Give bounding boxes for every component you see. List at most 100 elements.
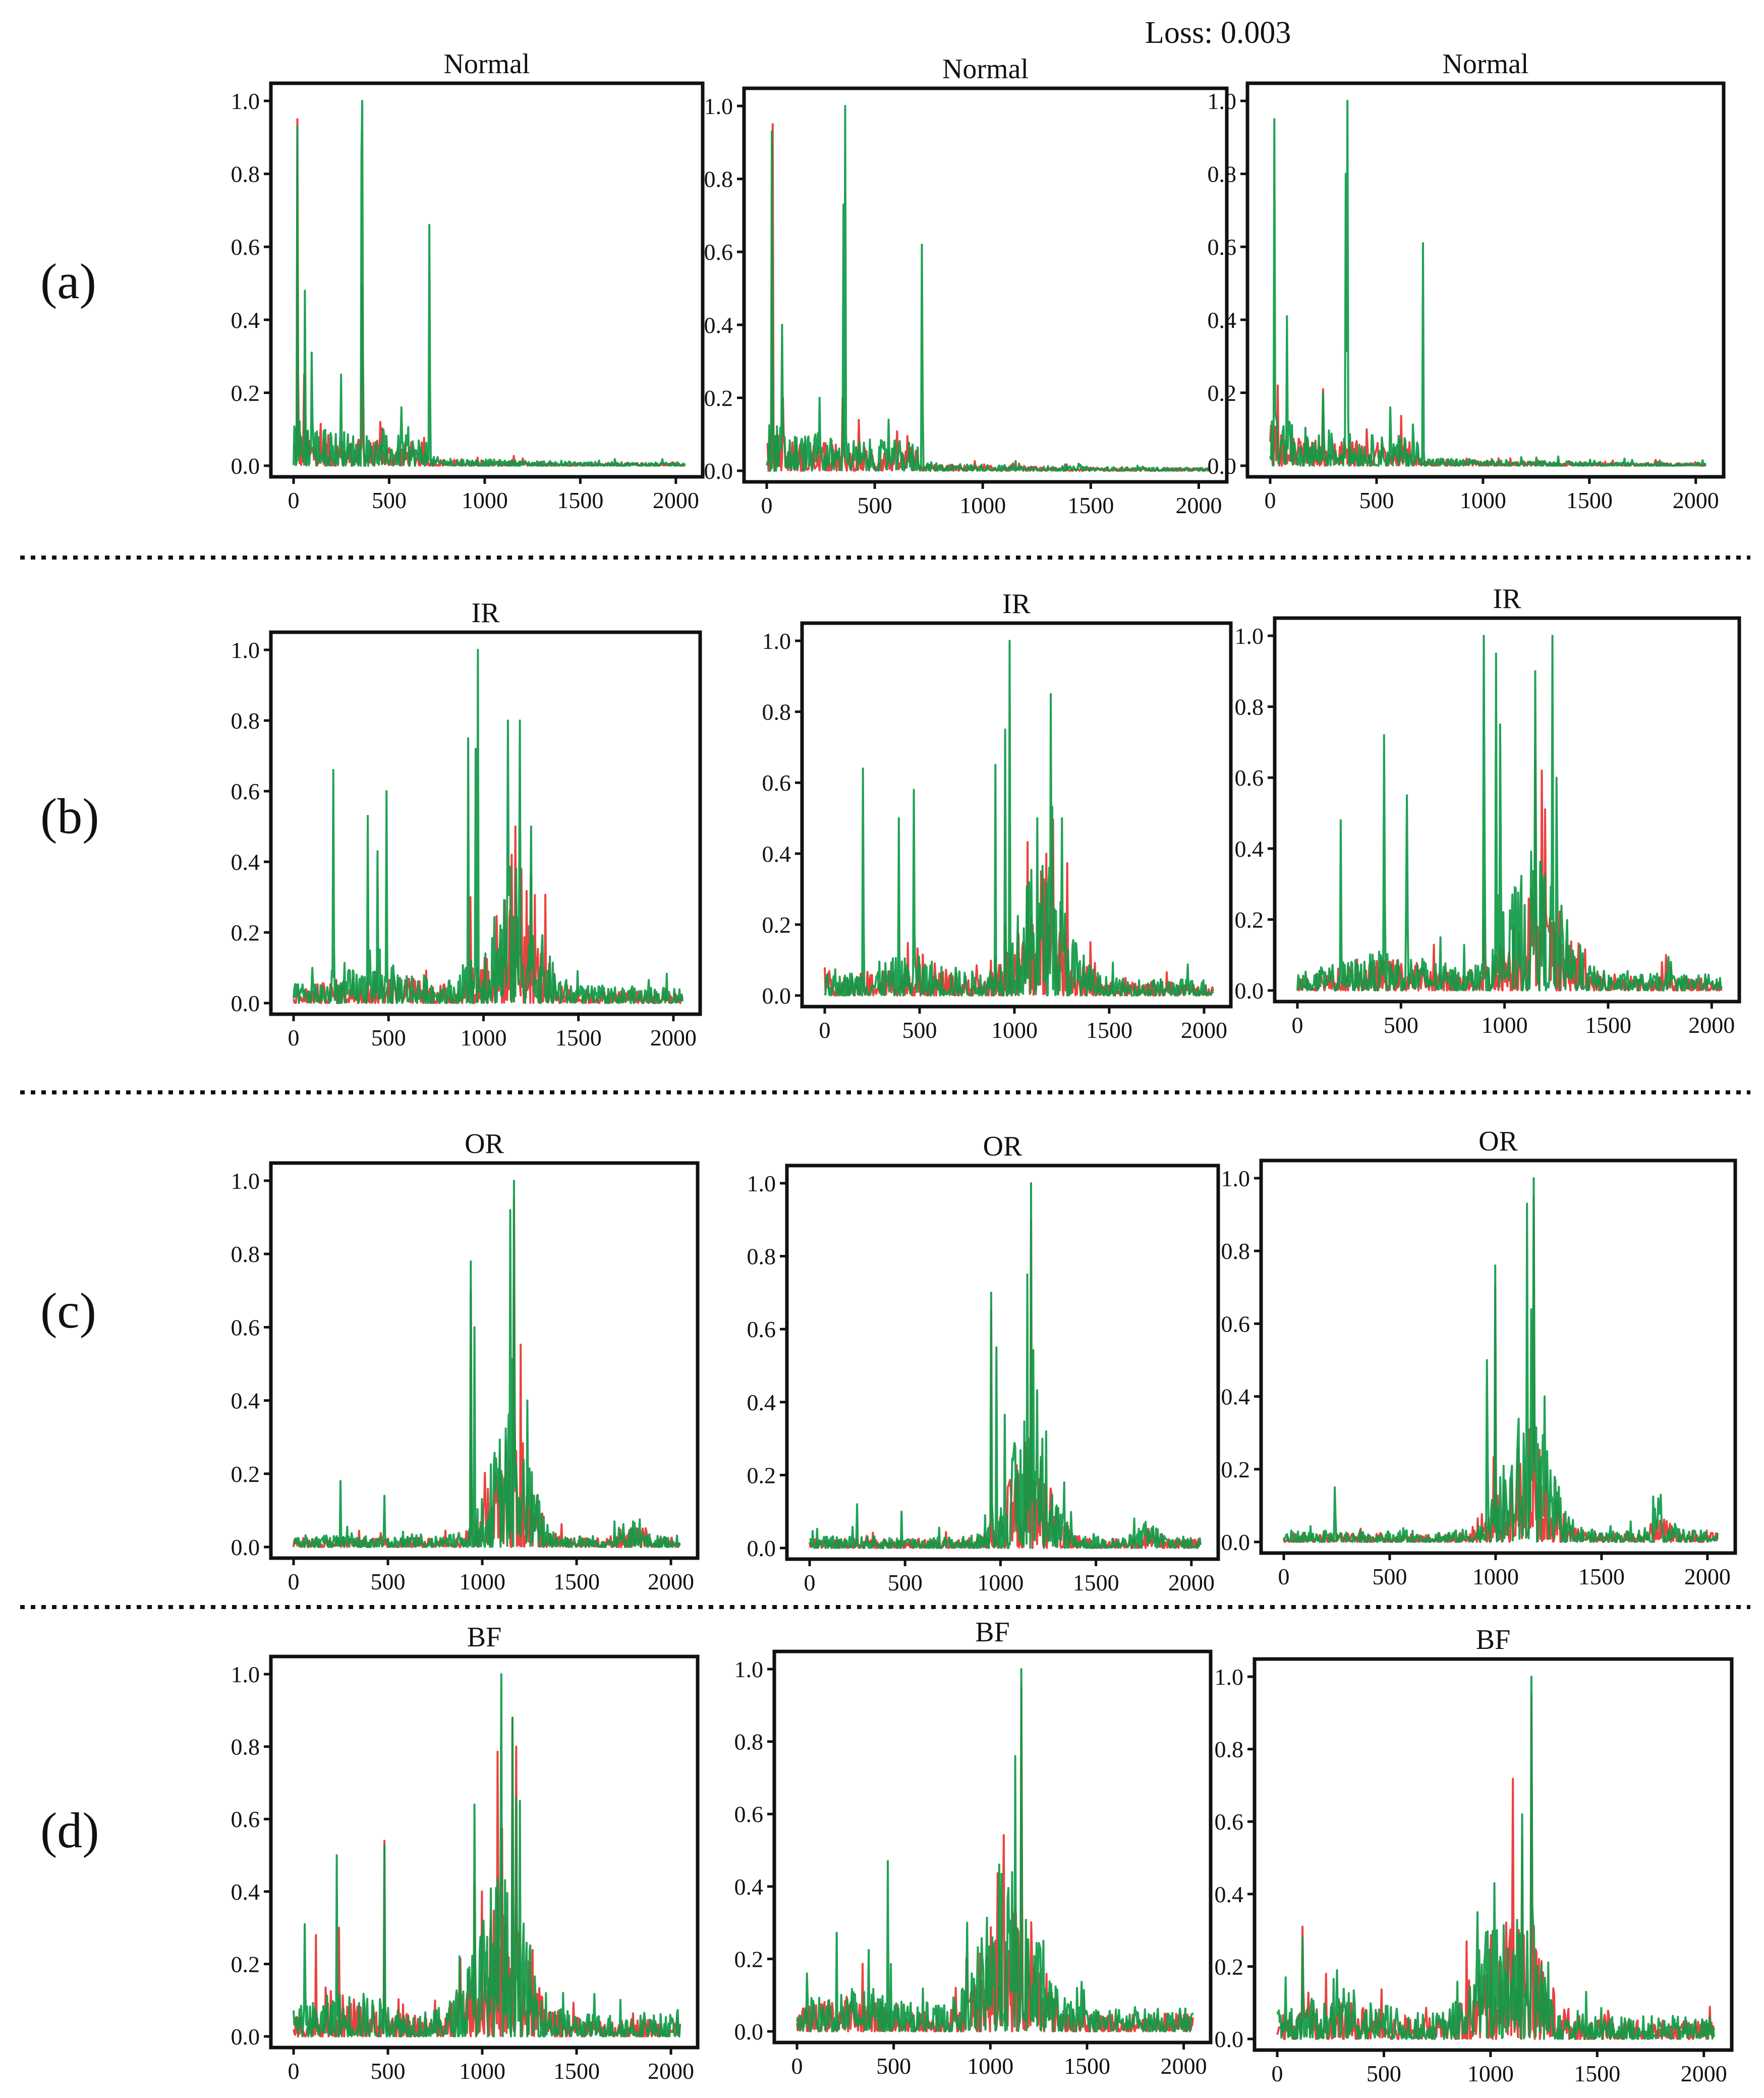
x-tick-label: 0: [1272, 2061, 1283, 2086]
chart-panel-7: OR 0.0 0.2 0.4 0.6 0.8 1.0 0 500 1000 1500 2000: [231, 1128, 700, 1594]
y-tick-label: 0.6: [231, 779, 260, 804]
x-tick-label: 1500: [553, 2058, 600, 2084]
x-tick-label: 500: [1367, 2061, 1401, 2086]
axes-frame: [1273, 616, 1741, 1004]
chart-title: IR: [1002, 588, 1031, 620]
y-tick-label: 0.0: [1208, 453, 1237, 479]
x-tick-label: 500: [1384, 1012, 1418, 1038]
y-tick-label: 0.8: [1215, 1737, 1244, 1762]
series-original: [1276, 1676, 1715, 2040]
y-tick-label: 0.8: [704, 167, 733, 192]
y-tick-label: 0.2: [734, 1946, 764, 1972]
x-tick-label: 0: [1292, 1012, 1303, 1038]
x-tick-label: 1000: [959, 492, 1006, 518]
y-tick-label: 0.6: [734, 1801, 764, 1827]
x-tick-label: 2000: [1681, 2061, 1727, 2086]
chart-panel-9: OR 0.0 0.2 0.4 0.6 0.8 1.0 0 500 1000 1500 2000: [1221, 1126, 1737, 1589]
y-tick-label: 0.6: [1208, 234, 1237, 260]
chart-panel-2: Normal 0.0 0.2 0.4 0.6 0.8 1.0 0 500 1000 1500 2000: [704, 53, 1229, 518]
x-tick-label: 2000: [1684, 1564, 1731, 1589]
y-tick-label: 1.0: [231, 637, 260, 663]
y-tick-label: 0.4: [734, 1874, 764, 1900]
y-tick-label: 1.0: [762, 628, 791, 654]
y-tick-label: 1.0: [734, 1657, 764, 1682]
chart-title: BF: [467, 1622, 502, 1653]
y-tick-label: 0.6: [762, 770, 791, 796]
series-original: [796, 1668, 1194, 2032]
y-tick-label: 0.4: [762, 841, 791, 867]
chart-panel-6: IR 0.0 0.2 0.4 0.6 0.8 1.0 0 500 1000 1500 2000: [1235, 583, 1741, 1038]
row-label-c: (c): [40, 1283, 96, 1339]
x-tick-label: 500: [371, 1569, 406, 1594]
y-tick-label: 0.4: [231, 1879, 260, 1905]
y-tick-label: 0.8: [231, 161, 260, 187]
y-tick-label: 1.0: [231, 1662, 260, 1687]
y-tick-label: 0.2: [1221, 1457, 1250, 1482]
y-tick-label: 0.2: [231, 920, 260, 946]
axes-frame: [1245, 81, 1726, 479]
chart-panel-5: IR 0.0 0.2 0.4 0.6 0.8 1.0 0 500 1000 1500 2000: [762, 588, 1233, 1043]
row-label-b: (b): [40, 788, 99, 844]
y-tick-label: 0.0: [762, 983, 791, 1009]
y-tick-label: 0.8: [1235, 694, 1264, 720]
x-tick-label: 0: [288, 1025, 300, 1051]
y-tick-label: 0.8: [231, 708, 260, 734]
y-tick-label: 0.4: [747, 1390, 776, 1415]
x-tick-label: 0: [1265, 487, 1276, 513]
y-tick-label: 0.4: [231, 307, 260, 333]
x-tick-label: 1500: [1578, 1564, 1625, 1589]
chart-panel-8: OR 0.0 0.2 0.4 0.6 0.8 1.0 0 500 1000 1500 2000: [747, 1131, 1220, 1595]
x-tick-label: 2000: [1175, 492, 1222, 518]
x-tick-label: 2000: [1168, 1570, 1215, 1595]
y-tick-label: 0.6: [231, 1806, 260, 1832]
row-label-a: (a): [40, 253, 96, 309]
y-tick-label: 1.0: [231, 1168, 260, 1194]
axes-frame: [742, 86, 1229, 484]
x-tick-label: 500: [1372, 1564, 1407, 1589]
axes-frame: [269, 1654, 700, 2050]
series-original: [1296, 635, 1723, 991]
y-tick-label: 0.2: [1235, 907, 1264, 932]
x-tick-label: 1500: [557, 487, 603, 513]
x-tick-label: 0: [804, 1570, 816, 1595]
axes-frame: [800, 621, 1233, 1009]
chart-title: IR: [472, 597, 500, 629]
y-tick-label: 0.6: [231, 234, 260, 260]
x-tick-label: 0: [288, 2058, 300, 2084]
x-tick-label: 1000: [977, 1570, 1023, 1595]
y-tick-label: 0.6: [1235, 765, 1264, 791]
x-tick-label: 2000: [1673, 487, 1719, 513]
y-tick-label: 1.0: [1221, 1166, 1250, 1191]
series-original: [809, 1182, 1202, 1549]
x-tick-label: 1500: [1086, 1017, 1132, 1043]
chart-title: BF: [975, 1617, 1010, 1648]
x-tick-label: 0: [819, 1017, 831, 1043]
y-tick-label: 0.8: [747, 1244, 776, 1269]
x-tick-label: 0: [761, 492, 773, 518]
x-tick-label: 1000: [1482, 1012, 1528, 1038]
chart-title: OR: [465, 1128, 504, 1160]
chart-title: IR: [1493, 583, 1522, 615]
x-tick-label: 1000: [459, 2058, 505, 2084]
y-tick-label: 0.2: [231, 380, 260, 406]
y-tick-label: 0.8: [231, 1241, 260, 1267]
y-tick-label: 0.2: [1215, 1954, 1244, 1979]
x-tick-label: 2000: [653, 487, 699, 513]
y-tick-label: 0.8: [1221, 1238, 1250, 1264]
y-tick-label: 0.0: [231, 990, 260, 1016]
x-tick-label: 1000: [1467, 2061, 1514, 2086]
y-tick-label: 0.8: [762, 699, 791, 725]
series-reconstructed: [766, 123, 1210, 472]
y-tick-label: 1.0: [1215, 1664, 1244, 1690]
chart-title: Normal: [443, 48, 530, 80]
chart-title: BF: [1476, 1624, 1511, 1655]
y-tick-label: 0.2: [231, 1461, 260, 1487]
y-tick-label: 0.0: [1235, 978, 1264, 1004]
series-reconstructed: [293, 118, 686, 467]
y-tick-label: 0.4: [231, 849, 260, 875]
y-tick-label: 0.0: [747, 1535, 776, 1561]
x-tick-label: 1500: [555, 1025, 602, 1051]
axes-frame: [269, 630, 702, 1016]
chart-panel-10: BF 0.0 0.2 0.4 0.6 0.8 1.0 0 500 1000 1500 2000: [231, 1622, 700, 2084]
